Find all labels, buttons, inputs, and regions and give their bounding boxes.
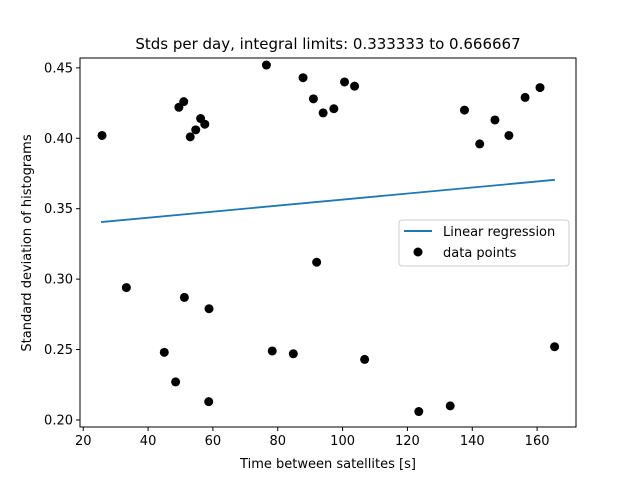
y-axis-ticks: 0.20 0.25 0.30 0.35 0.40 0.45 — [44, 61, 80, 428]
y-tick-label: 0.40 — [44, 132, 73, 147]
data-point — [204, 397, 214, 407]
data-point — [159, 347, 169, 357]
data-point — [121, 283, 131, 293]
x-tick-label: 160 — [525, 434, 550, 449]
data-point — [414, 407, 424, 417]
y-tick-label: 0.35 — [44, 202, 73, 217]
legend-label-points: data points — [443, 246, 517, 261]
data-point — [204, 304, 214, 314]
data-point — [340, 77, 350, 87]
x-tick-label: 100 — [330, 434, 355, 449]
regression-layer — [100, 178, 556, 223]
data-point — [360, 354, 370, 364]
legend: Linear regression data points — [398, 219, 570, 267]
data-point — [550, 342, 560, 352]
x-tick-label: 80 — [269, 434, 286, 449]
legend-marker-swatch — [413, 247, 423, 257]
y-tick-label: 0.20 — [44, 413, 73, 428]
data-point — [350, 81, 360, 91]
chart-title: Stds per day, integral limits: 0.333333 … — [135, 35, 520, 53]
data-point — [520, 92, 530, 102]
data-point — [267, 346, 277, 356]
y-tick-label: 0.30 — [44, 273, 73, 288]
data-point — [261, 60, 271, 70]
data-point — [445, 401, 455, 411]
x-tick-label: 60 — [205, 434, 222, 449]
data-point — [171, 377, 181, 387]
y-axis-label: Standard deviation of histograms — [20, 134, 35, 351]
data-point — [179, 97, 189, 107]
data-point — [329, 104, 339, 114]
y-tick-label: 0.25 — [44, 343, 73, 358]
x-tick-label: 40 — [140, 434, 157, 449]
data-point — [308, 94, 318, 104]
data-point — [312, 257, 322, 267]
data-point — [97, 130, 107, 140]
plot-frame — [79, 57, 577, 428]
data-point — [200, 119, 210, 129]
regression-line — [100, 178, 556, 223]
legend-box — [398, 219, 570, 267]
data-point — [475, 139, 485, 149]
data-point — [191, 125, 201, 135]
x-tick-label: 140 — [460, 434, 485, 449]
x-tick-label: 120 — [395, 434, 420, 449]
data-point — [318, 108, 328, 118]
x-tick-label: 20 — [75, 434, 92, 449]
legend-label-regression: Linear regression — [443, 225, 555, 240]
data-point — [179, 292, 189, 302]
x-axis-label: Time between satellites [s] — [239, 457, 416, 472]
data-point — [185, 132, 195, 142]
data-point — [490, 115, 500, 125]
x-axis-ticks: 20 40 60 80 100 120 140 160 — [75, 427, 550, 449]
data-point — [535, 83, 545, 93]
data-point — [298, 73, 308, 83]
data-point — [459, 105, 469, 115]
y-tick-label: 0.45 — [44, 61, 73, 76]
points-layer — [97, 60, 560, 417]
data-point — [504, 130, 514, 140]
data-point — [288, 349, 298, 359]
